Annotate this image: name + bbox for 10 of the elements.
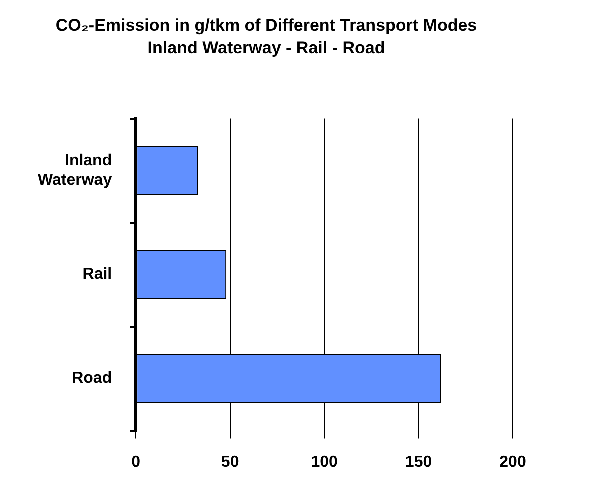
y-tick-label: Rail bbox=[82, 266, 112, 284]
chart-title: CO₂-Emission in g/tkm of Different Transport Modes bbox=[56, 16, 478, 35]
x-tick-label: 150 bbox=[405, 454, 432, 471]
y-tick-label: Inland Waterway bbox=[38, 152, 112, 189]
x-tick-label: 100 bbox=[311, 454, 338, 471]
x-tick-label: 0 bbox=[132, 454, 141, 471]
chart-subtitle: Inland Waterway - Rail - Road bbox=[148, 38, 386, 58]
y-tick-label: Road bbox=[72, 370, 112, 388]
x-tick-label: 50 bbox=[221, 454, 240, 471]
x-tick-label: 200 bbox=[500, 454, 526, 471]
